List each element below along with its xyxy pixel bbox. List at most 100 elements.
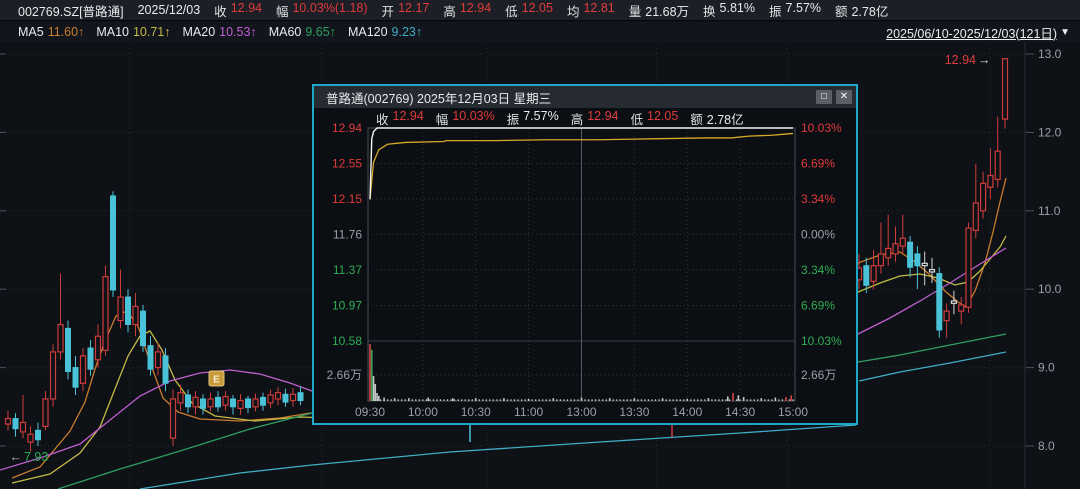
svg-text:3.34%: 3.34% bbox=[801, 263, 835, 277]
ma-label: MA5 bbox=[18, 25, 44, 39]
price-axis: 13.0 12.0 11.0 10.0 9.0 8.0 bbox=[1038, 47, 1062, 453]
ma-legend-item: MA20 10.53↑ bbox=[183, 25, 257, 39]
annotations: 12.94 →← 7.93E bbox=[10, 53, 991, 464]
svg-text:12.15: 12.15 bbox=[332, 192, 362, 206]
candle bbox=[936, 273, 943, 331]
candle bbox=[12, 418, 19, 430]
close-button[interactable]: ✕ bbox=[836, 90, 852, 104]
candle bbox=[102, 276, 109, 351]
candle bbox=[215, 396, 221, 408]
popup-stat-label: 低 bbox=[630, 112, 643, 127]
intraday-layers: 12.94 12.55 12.15 11.76 11.37 10.97 10.58 2.66万… bbox=[327, 121, 842, 419]
svg-text:3.34%: 3.34% bbox=[801, 192, 835, 206]
svg-text:10:30: 10:30 bbox=[461, 405, 491, 419]
popup-stat-value: 10.03% bbox=[452, 108, 495, 123]
svg-text:9.0: 9.0 bbox=[1038, 361, 1055, 375]
candle bbox=[117, 296, 124, 322]
quote-field-value: 10.03%(1.18) bbox=[292, 0, 368, 15]
candle bbox=[994, 150, 1001, 181]
quote-field-value: 7.57% bbox=[785, 0, 821, 15]
quote-field-value: 12.94 bbox=[230, 0, 262, 15]
popup-stat: 高 12.94 bbox=[571, 109, 619, 128]
event-badge[interactable] bbox=[208, 370, 225, 387]
quote-field: 均 12.81 bbox=[567, 1, 615, 20]
quote-field-label: 低 bbox=[505, 4, 518, 19]
candle bbox=[87, 347, 94, 370]
popup-titlebar[interactable]: 普路通(002769) 2025年12月03日 星期三 □ ✕ bbox=[314, 86, 856, 108]
quote-field: 换 5.81% bbox=[703, 1, 755, 20]
trade-date: 2025/12/03 bbox=[137, 3, 201, 17]
ma-legend-item: MA5 11.60↑ bbox=[18, 25, 84, 39]
maximize-button[interactable]: □ bbox=[816, 90, 832, 104]
candle bbox=[274, 392, 282, 400]
ma-value: 10.71↑ bbox=[132, 25, 171, 39]
svg-text:12.55: 12.55 bbox=[332, 157, 362, 171]
popup-stat-value: 12.05 bbox=[647, 108, 679, 123]
candle bbox=[297, 392, 304, 402]
popup-stat-value: 7.57% bbox=[523, 108, 559, 123]
svg-text:12.0: 12.0 bbox=[1038, 125, 1062, 139]
popup-stats-row: 收 12.94 幅 10.03% 振 7.57% 高 12.94 低 12.05 额 2.78亿 bbox=[314, 108, 856, 128]
svg-text:14:00: 14:00 bbox=[672, 405, 702, 419]
popup-stat-label: 收 bbox=[376, 112, 389, 127]
quote-field-label: 换 bbox=[703, 4, 716, 19]
info-fields: 收 12.94 幅 10.03%(1.18) 开 12.17 高 12.94 低 12.05 均 12… bbox=[214, 1, 888, 20]
candles bbox=[4, 58, 1009, 452]
candle bbox=[65, 327, 71, 373]
svg-text:11.0: 11.0 bbox=[1038, 204, 1061, 218]
quote-field: 额 2.78亿 bbox=[835, 1, 888, 20]
chevron-down-icon[interactable]: ▼ bbox=[1060, 26, 1070, 38]
ma-line-MA120b bbox=[858, 351, 1007, 382]
quote-field-value: 21.68万 bbox=[645, 4, 690, 19]
candle bbox=[885, 247, 892, 259]
quote-field: 高 12.94 bbox=[443, 1, 491, 20]
ma-value: 9.23↑ bbox=[391, 25, 423, 39]
popup-stat: 幅 10.03% bbox=[436, 109, 495, 128]
popup-stat-label: 振 bbox=[506, 112, 520, 127]
candle bbox=[289, 393, 297, 402]
ma-legend-item: MA120 9.23↑ bbox=[348, 25, 422, 39]
candle bbox=[147, 345, 154, 370]
candle bbox=[162, 355, 169, 384]
svg-text:10:00: 10:00 bbox=[408, 405, 438, 419]
candle bbox=[4, 417, 12, 425]
ma-value: 9.65↑ bbox=[305, 25, 336, 39]
candle bbox=[110, 195, 116, 291]
candle bbox=[57, 323, 64, 353]
date-range-label[interactable]: 2025/06/10-2025/12/03(121日) bbox=[886, 26, 1058, 41]
ma-legend-item: MA60 9.65↑ bbox=[269, 25, 336, 39]
candle bbox=[72, 367, 79, 388]
ma-line-MA120 bbox=[139, 424, 857, 489]
svg-text:15:00: 15:00 bbox=[778, 405, 808, 419]
svg-text:2.66万: 2.66万 bbox=[801, 368, 836, 382]
quote-field-label: 幅 bbox=[275, 4, 289, 19]
candle bbox=[200, 398, 206, 409]
candle bbox=[230, 398, 236, 408]
intraday-chart[interactable]: 12.94 12.55 12.15 11.76 11.37 10.97 10.58 2.66万… bbox=[314, 86, 856, 423]
candle bbox=[125, 296, 131, 325]
candle bbox=[245, 398, 251, 409]
quote-field: 低 12.05 bbox=[505, 1, 553, 20]
popup-stat: 额 2.78亿 bbox=[690, 109, 743, 128]
popup-stat-value: 2.78亿 bbox=[706, 112, 744, 127]
quote-field-value: 12.81 bbox=[583, 0, 615, 15]
ma-value: 11.60↑ bbox=[47, 25, 85, 39]
ma-legend-item: MA10 10.71↑ bbox=[96, 25, 170, 39]
svg-text:14:30: 14:30 bbox=[725, 405, 755, 419]
candle bbox=[282, 393, 289, 403]
candle bbox=[914, 253, 921, 267]
popup-title: 普路通(002769) 2025年12月03日 星期三 bbox=[326, 91, 552, 106]
svg-text:13:00: 13:00 bbox=[566, 405, 596, 419]
candle bbox=[192, 396, 199, 408]
quote-field-label: 开 bbox=[381, 4, 395, 19]
date-range-selector[interactable]: 2025/06/10-2025/12/03(121日) ▼ bbox=[886, 23, 1070, 42]
popup-stat-label: 高 bbox=[570, 112, 584, 127]
quote-field-value: 12.17 bbox=[398, 0, 430, 15]
candle bbox=[979, 182, 987, 212]
candle bbox=[987, 174, 994, 188]
candle bbox=[260, 396, 266, 406]
average-price-line bbox=[369, 132, 794, 200]
ma-items: MA5 11.60↑ MA10 10.71↑ MA20 10.53↑ MA60 9.65↑ MA… bbox=[18, 25, 422, 39]
ma-label: MA120 bbox=[347, 25, 388, 39]
quote-field-label: 额 bbox=[834, 4, 848, 19]
